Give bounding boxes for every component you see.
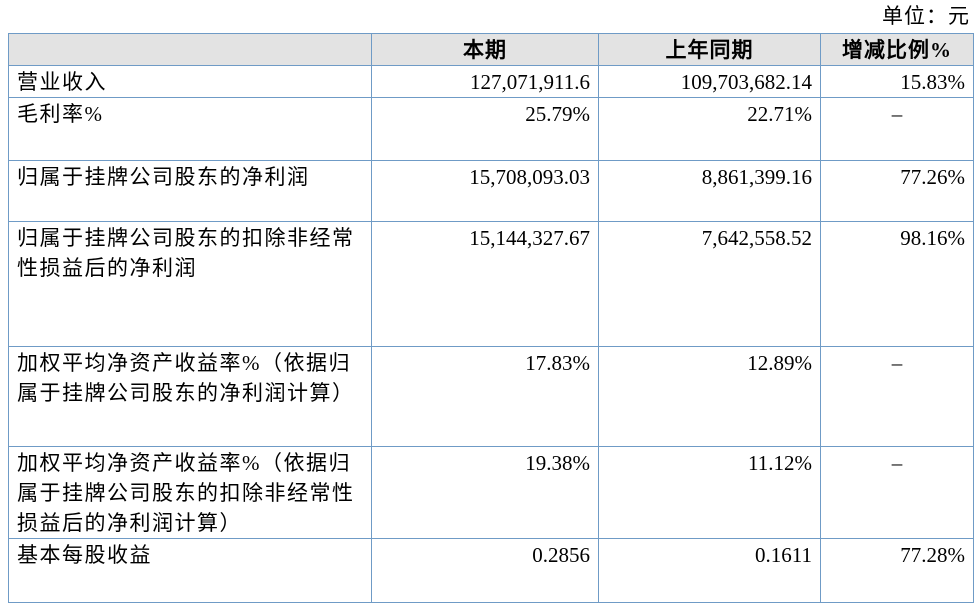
- prior-value: 0.1611: [598, 538, 821, 603]
- prior-value: 12.89%: [598, 346, 821, 447]
- change-value: 15.83%: [820, 65, 974, 98]
- prior-value: 8,861,399.16: [598, 160, 821, 222]
- row-label: 归属于挂牌公司股东的扣除非经常性损益后的净利润: [8, 221, 372, 347]
- current-value: 15,708,093.03: [371, 160, 599, 222]
- table-row-weighted-roe-deducted: 加权平均净资产收益率%（依据归属于挂牌公司股东的扣除非经常性损益后的净利润计算）…: [8, 446, 974, 539]
- table-row-deducted-net-profit: 归属于挂牌公司股东的扣除非经常性损益后的净利润 15,144,327.67 7,…: [8, 221, 974, 347]
- row-label: 基本每股收益: [8, 538, 372, 603]
- current-value: 127,071,911.6: [371, 65, 599, 98]
- prior-value: 7,642,558.52: [598, 221, 821, 347]
- current-value: 15,144,327.67: [371, 221, 599, 347]
- change-value: 77.26%: [820, 160, 974, 222]
- table-row-net-profit: 归属于挂牌公司股东的净利润 15,708,093.03 8,861,399.16…: [8, 160, 974, 222]
- prior-value: 109,703,682.14: [598, 65, 821, 98]
- current-value: 17.83%: [371, 346, 599, 447]
- row-label: 毛利率%: [8, 97, 372, 161]
- header-empty-cell: [8, 33, 372, 66]
- current-value: 25.79%: [371, 97, 599, 161]
- change-value: –: [820, 446, 974, 539]
- table-row-gross-margin: 毛利率% 25.79% 22.71% –: [8, 97, 974, 161]
- table-row-weighted-roe-net-profit: 加权平均净资产收益率%（依据归属于挂牌公司股东的净利润计算） 17.83% 12…: [8, 346, 974, 447]
- change-value: –: [820, 97, 974, 161]
- row-label: 归属于挂牌公司股东的净利润: [8, 160, 372, 222]
- change-value: 98.16%: [820, 221, 974, 347]
- current-value: 19.38%: [371, 446, 599, 539]
- table-row-basic-eps: 基本每股收益 0.2856 0.1611 77.28%: [8, 538, 974, 603]
- header-change-ratio: 增减比例%: [820, 33, 974, 66]
- table-header-row: 本期 上年同期 增减比例%: [8, 33, 974, 66]
- header-prior-period: 上年同期: [598, 33, 821, 66]
- table-row-revenue: 营业收入 127,071,911.6 109,703,682.14 15.83%: [8, 65, 974, 98]
- current-value: 0.2856: [371, 538, 599, 603]
- row-label: 加权平均净资产收益率%（依据归属于挂牌公司股东的扣除非经常性损益后的净利润计算）: [8, 446, 372, 539]
- header-current-period: 本期: [371, 33, 599, 66]
- prior-value: 11.12%: [598, 446, 821, 539]
- prior-value: 22.71%: [598, 97, 821, 161]
- unit-label: 单位：元: [882, 4, 970, 28]
- financial-summary-table: 本期 上年同期 增减比例% 营业收入 127,071,911.6 109,703…: [8, 33, 974, 603]
- change-value: 77.28%: [820, 538, 974, 603]
- row-label: 营业收入: [8, 65, 372, 98]
- change-value: –: [820, 346, 974, 447]
- row-label: 加权平均净资产收益率%（依据归属于挂牌公司股东的净利润计算）: [8, 346, 372, 447]
